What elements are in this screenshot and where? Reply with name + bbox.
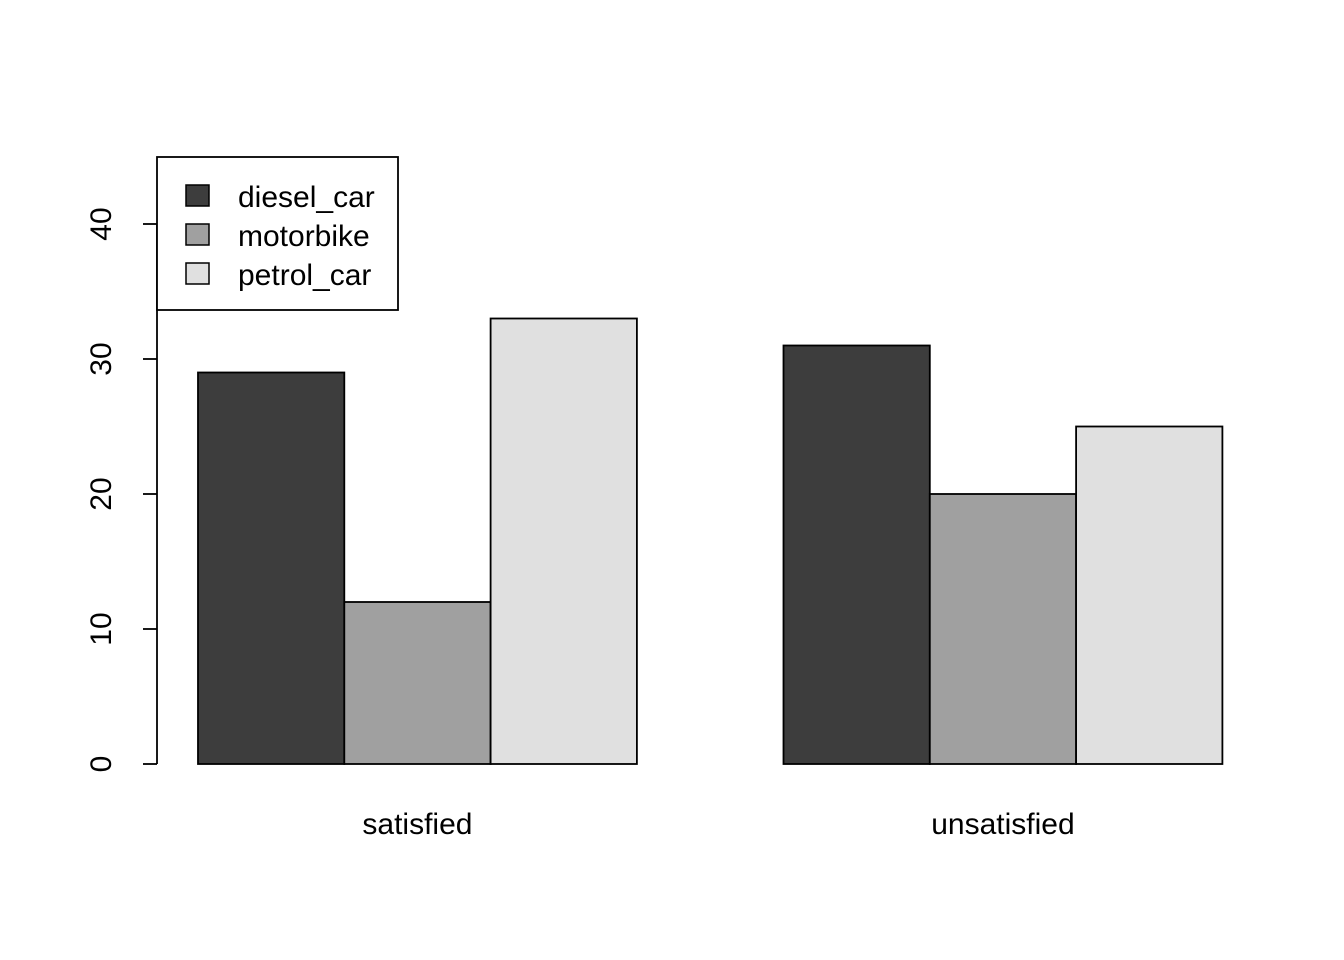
y-tick-label-30: 30 (85, 342, 118, 375)
legend-swatch-diesel_car (185, 184, 210, 207)
x-label-unsatisfied: unsatisfied (931, 808, 1074, 841)
x-category-labels: satisfied unsatisfied (362, 808, 1074, 841)
legend-label-motorbike: motorbike (238, 220, 370, 253)
y-tick-label-40: 40 (85, 207, 118, 240)
y-tick-label-20: 20 (85, 477, 118, 510)
bar-satisfied-diesel_car (197, 371, 346, 765)
legend-swatch-motorbike (185, 223, 210, 246)
bar-satisfied-petrol_car (489, 317, 638, 765)
legend: diesel_car motorbike petrol_car (156, 156, 399, 311)
bar-unsatisfied-motorbike (928, 493, 1077, 765)
legend-label-petrol_car: petrol_car (238, 259, 371, 292)
bar-satisfied-motorbike (343, 601, 492, 765)
bar-unsatisfied-petrol_car (1075, 425, 1224, 765)
bar-unsatisfied-diesel_car (782, 344, 931, 765)
legend-swatch-petrol_car (185, 262, 210, 285)
y-tick-label-10: 10 (85, 612, 118, 645)
y-tick-label-0: 0 (85, 756, 118, 773)
y-ticks: 0 10 20 30 40 (85, 207, 157, 772)
legend-label-diesel_car: diesel_car (238, 181, 375, 214)
bars-layer (197, 317, 1224, 765)
x-label-satisfied: satisfied (362, 808, 472, 841)
